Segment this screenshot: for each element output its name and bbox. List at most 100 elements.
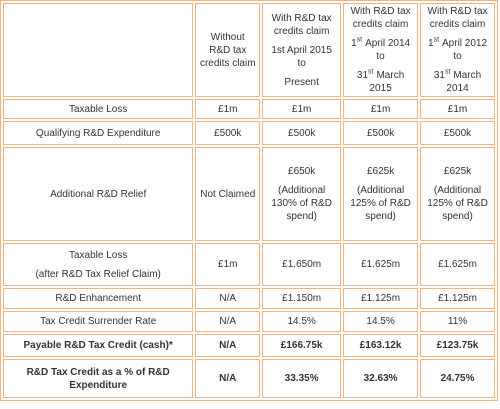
header-to: 31st March 2014: [424, 69, 491, 95]
row-label: Taxable Loss (after R&D Tax Relief Claim): [3, 243, 194, 286]
value-cell: £500k: [420, 121, 495, 145]
value-cell: N/A: [195, 334, 261, 357]
header-title: With R&D tax credits claim: [350, 6, 411, 30]
table-row: R&D Enhancement N/A £1.150m £1.125m £1.125m: [3, 288, 495, 309]
cell-text: £1.650m: [282, 259, 322, 270]
value-cell: £123.75k: [420, 334, 495, 357]
row-label: Additional R&D Relief: [3, 147, 194, 241]
table-row: Taxable Loss (after R&D Tax Relief Claim)…: [3, 243, 495, 286]
day: 31: [433, 70, 445, 81]
value-cell: £1m: [195, 243, 261, 286]
rest: April 2012 to: [442, 38, 488, 62]
value-cell: £1.125m: [420, 288, 495, 309]
label-text: Payable R&D Tax Credit (cash)*: [23, 340, 173, 351]
cell-text: (Additional 125% of R&D spend): [427, 185, 488, 222]
header-to: 31st March 2015: [347, 69, 414, 95]
cell-text: 24.75%: [440, 373, 475, 384]
header-from: 1st April 2015 to: [271, 44, 332, 69]
value-cell: £625k (Additional 125% of R&D spend): [420, 147, 495, 241]
suffix: st: [433, 36, 440, 44]
row-label: Tax Credit Surrender Rate: [3, 311, 194, 332]
cell-text: £500k: [443, 127, 472, 139]
value-cell: N/A: [195, 311, 261, 332]
cell-text: £1.125m: [361, 293, 401, 304]
table-row: Taxable Loss £1m £1m £1m £1m: [3, 99, 495, 119]
value-cell: £1m: [195, 99, 261, 119]
value-cell: £1.150m: [262, 288, 342, 309]
label-text: (after R&D Tax Relief Claim): [35, 268, 161, 280]
header-title: With R&D tax credits claim: [427, 6, 488, 30]
table-row: Payable R&D Tax Credit (cash)* N/A £166.75…: [3, 334, 495, 357]
cell-text: N/A: [219, 340, 237, 351]
table-row: R&D Tax Credit as a % of R&D Expenditure…: [3, 359, 495, 398]
value-cell: £1m: [420, 99, 495, 119]
label-text: Tax Credit Surrender Rate: [40, 316, 157, 327]
header-from: 1st April 2014 to: [347, 37, 414, 63]
cell-text: £1m: [218, 103, 238, 115]
row-label: Qualifying R&D Expenditure: [3, 121, 194, 145]
header-title: With R&D tax credits claim: [271, 12, 332, 37]
value-cell: £650k (Additional 130% of R&D spend): [262, 147, 342, 241]
cell-text: £1.125m: [438, 293, 477, 304]
cell-text: £1m: [447, 103, 468, 115]
day: 1: [351, 38, 357, 49]
table-row: Qualifying R&D Expenditure £500k £500k £500…: [3, 121, 495, 145]
cell-text: £1m: [370, 103, 391, 115]
cell-text: £1m: [218, 259, 238, 270]
label-text: Qualifying R&D Expenditure: [35, 127, 161, 139]
header-to: Present: [284, 76, 319, 88]
value-cell: 14.5%: [262, 311, 342, 332]
value-cell: £166.75k: [262, 334, 342, 357]
cell-text: £500k: [288, 127, 316, 139]
value-cell: £500k: [262, 121, 342, 145]
cell-text: N/A: [219, 373, 237, 384]
label-text: Additional R&D Relief: [50, 188, 147, 200]
suffix: st: [356, 36, 363, 44]
cell-text: £1.625m: [361, 259, 401, 270]
label-text: R&D Tax Credit as a % of R&D Expenditure: [26, 366, 170, 391]
cell-text: £1m: [291, 103, 312, 115]
cell-text: £625k: [366, 166, 395, 177]
day: 1: [428, 38, 434, 49]
value-cell: 24.75%: [420, 359, 495, 398]
comparison-table: Without R&D tax credits claim With R&D t…: [0, 0, 498, 401]
header-title: Without R&D tax credits claim: [199, 31, 256, 69]
header-cell: With R&D tax credits claim 1st April 201…: [262, 3, 342, 97]
cell-text: 14.5%: [366, 316, 395, 327]
cell-text: £500k: [214, 127, 242, 139]
cell-text: £123.75k: [436, 340, 479, 351]
table-row: Additional R&D Relief Not Claimed £650k (Ad…: [3, 147, 495, 241]
value-cell: £625k (Additional 125% of R&D spend): [343, 147, 419, 241]
cell-text: £163.12k: [359, 340, 402, 351]
row-label: R&D Enhancement: [3, 288, 194, 309]
suffix: st: [368, 68, 374, 76]
rest: April 2014 to: [365, 38, 411, 62]
cell-text: £500k: [366, 127, 395, 139]
value-cell: 33.35%: [262, 359, 342, 398]
cell-text: 33.35%: [284, 373, 319, 384]
cell-text: N/A: [219, 316, 237, 327]
cell-text: £625k: [443, 166, 472, 177]
rest: March 2014: [446, 70, 482, 94]
header-cell: Without R&D tax credits claim: [195, 3, 261, 97]
label-text: Taxable Loss: [68, 103, 128, 115]
row-label: Taxable Loss: [3, 99, 194, 119]
value-cell: N/A: [195, 288, 261, 309]
cell-text: £650k: [288, 166, 316, 177]
header-row: Without R&D tax credits claim With R&D t…: [3, 3, 495, 97]
row-label: Payable R&D Tax Credit (cash)*: [3, 334, 194, 357]
header-cell: With R&D tax credits claim 1st April 2014…: [343, 3, 419, 97]
cell-text: N/A: [219, 293, 237, 304]
value-cell: 11%: [420, 311, 495, 332]
value-cell: N/A: [195, 359, 261, 398]
value-cell: £1.625m: [343, 243, 419, 286]
cell-text: £1.150m: [282, 293, 322, 304]
header-cell: With R&D tax credits claim 1st April 2012…: [420, 3, 495, 97]
value-cell: £500k: [343, 121, 419, 145]
cell-text: 11%: [447, 316, 468, 327]
corner-cell: [3, 3, 194, 97]
value-cell: 14.5%: [343, 311, 419, 332]
cell-text: £166.75k: [280, 340, 323, 351]
value-cell: £1m: [262, 99, 342, 119]
